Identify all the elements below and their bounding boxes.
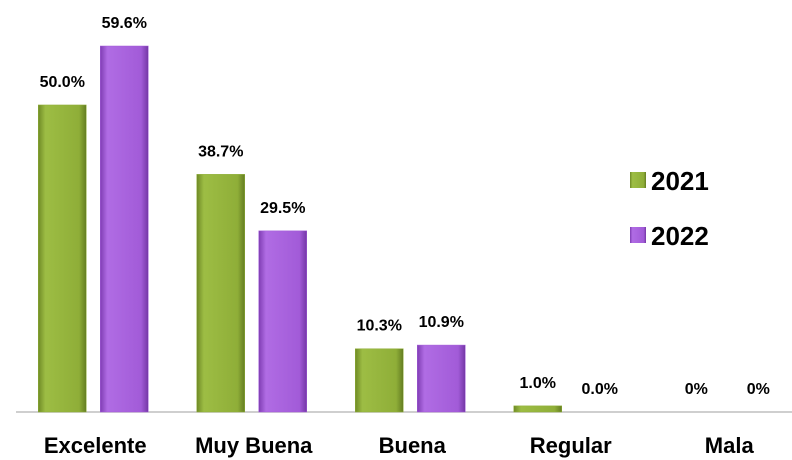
data-label: 0.0%	[582, 381, 618, 398]
bar	[513, 405, 562, 413]
x-tick-label: Regular	[530, 433, 612, 458]
legend-label: 2021	[651, 166, 709, 196]
x-tick-label: Muy Buena	[195, 433, 313, 458]
bar	[258, 230, 307, 413]
data-label: 38.7%	[198, 143, 243, 160]
bar	[355, 348, 404, 413]
data-label: 59.6%	[102, 15, 147, 32]
data-label: 29.5%	[260, 200, 305, 217]
data-label: 0%	[685, 381, 708, 398]
x-tick-label: Excelente	[44, 433, 147, 458]
bar	[100, 45, 149, 413]
bar	[417, 344, 466, 413]
x-tick-label: Mala	[705, 433, 755, 458]
legend-swatch	[630, 172, 646, 188]
data-label: 50.0%	[40, 74, 85, 91]
data-label: 0%	[747, 381, 770, 398]
legend-swatch	[630, 227, 646, 243]
x-tick-label: Buena	[379, 433, 447, 458]
bar	[196, 174, 245, 413]
data-label: 10.9%	[419, 314, 464, 331]
legend-label: 2022	[651, 221, 709, 251]
data-label: 10.3%	[357, 318, 402, 335]
bar	[38, 104, 87, 413]
data-label: 1.0%	[520, 375, 556, 392]
